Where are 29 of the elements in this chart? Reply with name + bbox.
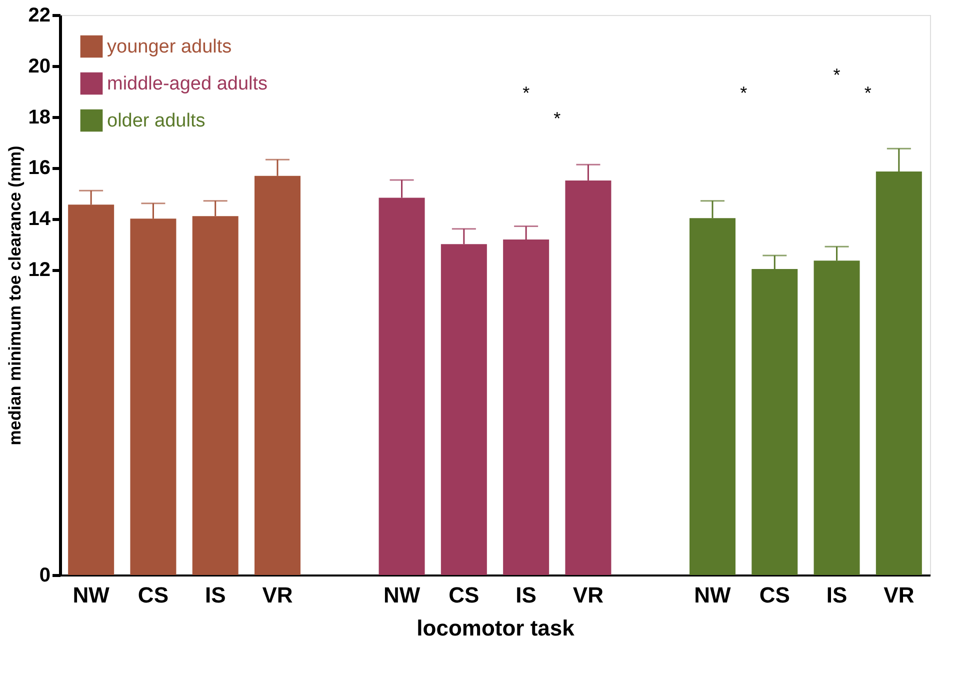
y-tick-label: 14 (28, 208, 52, 230)
x-tick-label: IS (826, 582, 848, 608)
x-tick-label: NW (383, 582, 420, 608)
annotation: * (522, 82, 530, 103)
x-tick-label: IS (516, 582, 536, 608)
legend-label: older adults (107, 110, 206, 132)
x-tick-label: CS (448, 582, 480, 608)
y-axis-title: median minimum toe clearance (mm) (5, 146, 24, 446)
x-tick-label: NW (694, 582, 732, 608)
annotation: * (554, 108, 561, 128)
x-tick-label: NW (72, 582, 110, 608)
y-tick-label: 20 (28, 55, 50, 78)
y-tick-label: 16 (28, 157, 50, 180)
legend-label: younger adults (107, 36, 232, 58)
x-tick-label: CS (138, 582, 168, 608)
legend-label: middle-aged adults (107, 74, 268, 94)
y-tick-label: 12 (28, 259, 50, 282)
x-tick-label: VR (572, 582, 604, 608)
annotation: * (833, 65, 840, 86)
annotation: * (740, 82, 748, 103)
y-tick-label: 18 (28, 106, 50, 128)
x-tick-label: VR (262, 582, 293, 608)
x-tick-label: CS (759, 582, 790, 608)
x-axis-title: locomotor task (416, 616, 576, 640)
x-tick-label: IS (204, 582, 226, 608)
y-tick-label: 0 (39, 564, 50, 586)
annotation: * (864, 82, 872, 103)
x-tick-label: VR (884, 582, 914, 608)
y-tick-label: 22 (28, 4, 50, 26)
